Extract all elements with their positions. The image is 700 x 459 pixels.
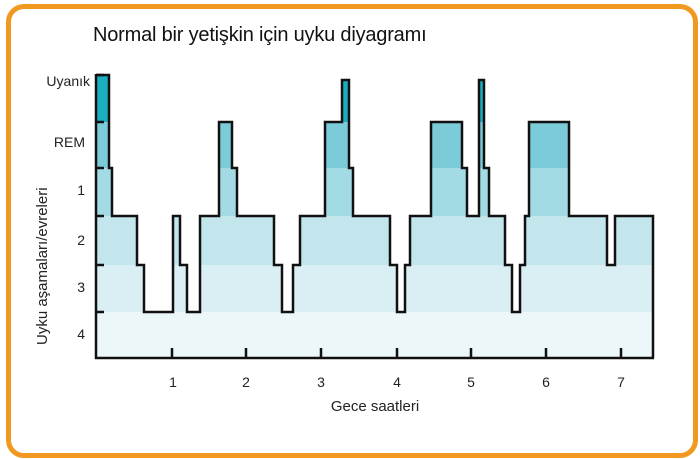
- y-axis-title: Uyku aşamaları/evreleri: [34, 187, 51, 345]
- y-ticks: [96, 73, 104, 314]
- x-label-1: 1: [169, 374, 177, 390]
- y-label-stage-1: 1: [77, 182, 85, 198]
- y-label-rem: REM: [53, 134, 85, 150]
- x-label-6: 6: [542, 374, 550, 390]
- chart-title: Normal bir yetişkin için uyku diyagramı: [93, 24, 427, 46]
- hypnogram-line: [96, 73, 655, 358]
- x-label-2: 2: [242, 374, 250, 390]
- y-label-stage-4: 4: [77, 326, 85, 342]
- x-ticks: [170, 348, 623, 358]
- stage-bands: [96, 75, 653, 358]
- y-label-stage-3: 3: [77, 279, 85, 295]
- y-label-awake: Uyanık: [46, 73, 90, 89]
- x-axis-title: Gece saatleri: [330, 398, 420, 415]
- x-label-3: 3: [317, 374, 325, 390]
- x-label-7: 7: [617, 374, 625, 390]
- x-label-5: 5: [467, 374, 475, 390]
- y-label-stage-2: 2: [77, 232, 85, 248]
- x-label-4: 4: [393, 374, 401, 390]
